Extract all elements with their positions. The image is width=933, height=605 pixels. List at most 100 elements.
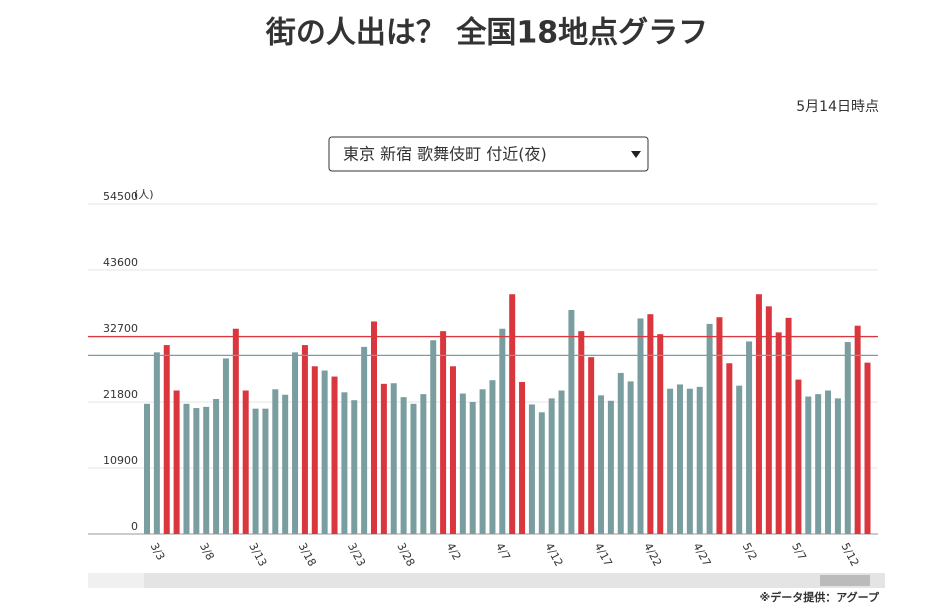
bar	[499, 328, 506, 534]
bar	[213, 398, 220, 534]
bar	[627, 381, 634, 534]
bar	[183, 403, 190, 534]
x-tick-label: 5/12	[838, 541, 861, 569]
bar	[844, 342, 851, 534]
x-tick-label: 3/3	[148, 541, 168, 563]
plot: 0 10900 21800 32700 43600 54500 3/3 3/8 3/13 3/18…	[88, 190, 878, 569]
bar	[598, 395, 605, 534]
bar	[588, 357, 595, 534]
x-tick-label: 3/13	[246, 541, 269, 569]
bar	[637, 318, 644, 534]
bar	[262, 408, 269, 534]
as-of: 5月14日時点	[796, 99, 879, 115]
x-tick-label: 3/28	[394, 541, 417, 569]
bar	[706, 323, 713, 534]
scroll-window	[144, 573, 885, 588]
y-tick-label: 32700	[103, 322, 138, 335]
bar	[469, 402, 476, 534]
x-tick-label: 4/27	[690, 541, 713, 569]
bar	[686, 388, 693, 534]
bar	[400, 397, 407, 534]
bar	[815, 394, 822, 534]
bar	[371, 321, 378, 534]
bar	[617, 372, 624, 534]
bar	[153, 352, 160, 534]
bar	[834, 398, 841, 534]
bar	[410, 403, 417, 534]
x-tick-label: 4/2	[444, 541, 464, 563]
bar	[292, 352, 299, 534]
bar	[785, 317, 792, 534]
select-arrow	[631, 151, 641, 158]
title: 街の人出は？ 全国18地点グラフ	[265, 16, 708, 51]
bar	[667, 388, 674, 534]
x-tick-label: 3/23	[345, 541, 368, 569]
bar	[430, 340, 437, 534]
bar	[193, 408, 200, 534]
bar	[558, 390, 565, 534]
bar	[657, 334, 664, 534]
bar	[449, 366, 456, 534]
bar	[203, 406, 210, 534]
bar	[736, 385, 743, 534]
bar	[380, 383, 387, 534]
bar	[390, 383, 397, 534]
bar	[272, 389, 279, 534]
bar	[222, 358, 229, 534]
x-tick-label: 4/12	[542, 541, 565, 569]
x-tick-label: 4/22	[641, 541, 664, 569]
selector[interactable]: 東京 新宿 歌舞伎町 付近(夜)	[328, 136, 649, 172]
bar	[825, 390, 832, 534]
bar	[647, 314, 654, 534]
bar	[163, 345, 170, 534]
bar	[351, 400, 358, 534]
bar	[509, 294, 516, 534]
bar	[696, 386, 703, 534]
bar	[528, 404, 535, 534]
bar	[173, 390, 180, 534]
bar	[311, 366, 318, 534]
bar	[420, 394, 427, 534]
bar	[538, 412, 545, 534]
x-tick-label: 4/17	[592, 541, 615, 569]
bar	[341, 392, 348, 534]
y-tick-label: 54500	[103, 190, 138, 203]
bar	[440, 331, 447, 534]
y-tick-label: 10900	[103, 454, 138, 467]
bar	[459, 393, 466, 534]
bar	[479, 389, 486, 534]
bar	[242, 390, 249, 534]
x-tick-label: 5/7	[789, 541, 809, 563]
x-tick-label: 3/8	[197, 541, 217, 563]
bar	[805, 396, 812, 534]
source: ※データ提供：アグープ	[760, 590, 880, 604]
bar	[578, 331, 585, 534]
bar	[321, 370, 328, 534]
bar	[716, 317, 723, 534]
y-tick-label: 43600	[103, 256, 138, 269]
scroll-thumb[interactable]	[820, 575, 870, 586]
bar	[854, 325, 861, 534]
bar	[331, 376, 338, 534]
bar	[765, 306, 772, 534]
bar	[676, 384, 683, 534]
bar	[607, 400, 614, 534]
bar	[361, 346, 368, 534]
y-tick-label: 21800	[103, 388, 138, 401]
x-tick-label: 4/7	[493, 541, 513, 563]
y-unit: (人)	[134, 188, 154, 201]
x-tick-label: 3/18	[296, 541, 319, 569]
bar	[519, 382, 526, 534]
bar	[568, 309, 575, 534]
select-text: 東京 新宿 歌舞伎町 付近(夜)	[343, 145, 547, 164]
bar	[252, 408, 259, 534]
select-box[interactable]	[328, 136, 649, 172]
bar	[795, 379, 802, 534]
bar	[282, 394, 289, 534]
bar	[144, 403, 150, 534]
bar	[232, 328, 239, 534]
bar	[726, 363, 733, 534]
bar	[864, 362, 871, 534]
bar	[775, 332, 782, 534]
